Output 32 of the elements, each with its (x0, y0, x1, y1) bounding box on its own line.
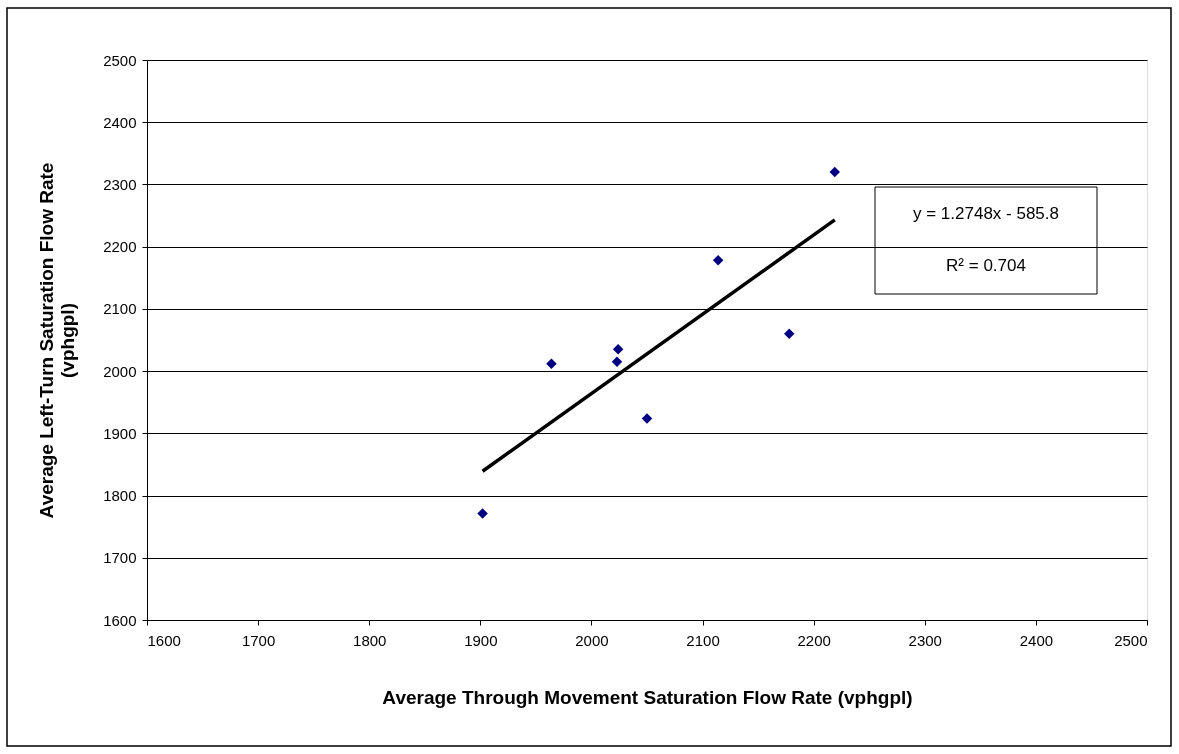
y-tick-label: 1900 (103, 424, 137, 442)
annotation: R² = 0.704 (946, 256, 1026, 275)
x-tick-label: 1700 (241, 631, 276, 649)
x-tick-label: 1800 (353, 631, 387, 649)
y-tick-label: 2000 (103, 362, 137, 380)
y-tick-label: 2100 (103, 300, 137, 318)
x-axis-title: Average Through Movement Saturation Flow Rate (vphgpl) (382, 686, 913, 708)
y-tick-label: 1700 (103, 549, 137, 567)
x-tick-label: 2300 (908, 631, 942, 649)
point (641, 413, 653, 424)
y-tick-label: 1800 (103, 487, 137, 505)
point (783, 328, 795, 340)
y-tick-label: 2300 (103, 175, 137, 193)
y-tick-label: 1600 (103, 611, 137, 629)
x-tick-label: 2400 (1019, 631, 1054, 649)
point (712, 255, 724, 266)
y-tick-label: 2500 (103, 51, 137, 69)
x-tick-label: 2000 (575, 631, 609, 649)
x-tick-label: 2100 (686, 631, 720, 649)
x-tick-label: 2500 (1114, 631, 1148, 649)
y-tick-label: 2200 (103, 238, 137, 256)
y-tick-label: 2400 (103, 113, 137, 131)
point (612, 344, 624, 355)
x-tick-label: 2200 (797, 631, 831, 649)
x-tick-label: 1900 (464, 631, 498, 649)
point (546, 358, 557, 369)
point (477, 508, 488, 519)
annotation: y = 1.2748x - 585.8 (912, 204, 1060, 223)
point (611, 356, 623, 368)
x-tick-label: 1600 (147, 631, 181, 649)
y-axis-title: Average Left-Turn Saturation Flow Rate (vphgpl) (36, 162, 79, 519)
point (829, 166, 841, 178)
